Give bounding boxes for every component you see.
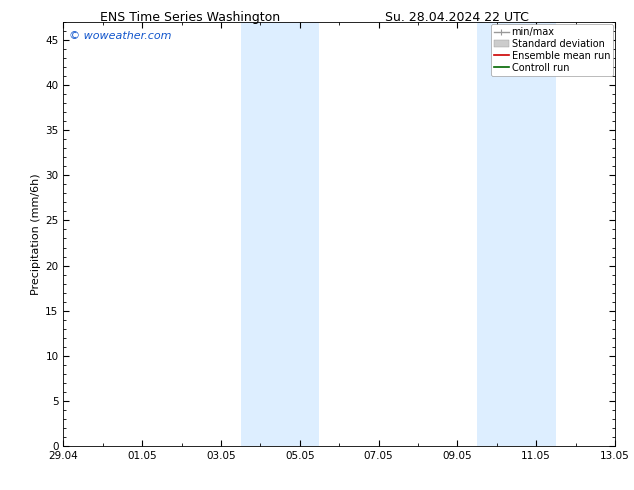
Text: Su. 28.04.2024 22 UTC: Su. 28.04.2024 22 UTC xyxy=(385,11,528,24)
Text: © woweather.com: © woweather.com xyxy=(69,30,171,41)
Bar xyxy=(477,22,517,446)
Text: ENS Time Series Washington: ENS Time Series Washington xyxy=(100,11,280,24)
Bar xyxy=(517,22,556,446)
Bar xyxy=(280,22,320,446)
Y-axis label: Precipitation (mm/6h): Precipitation (mm/6h) xyxy=(31,173,41,295)
Bar xyxy=(241,22,280,446)
Legend: min/max, Standard deviation, Ensemble mean run, Controll run: min/max, Standard deviation, Ensemble me… xyxy=(491,24,613,75)
